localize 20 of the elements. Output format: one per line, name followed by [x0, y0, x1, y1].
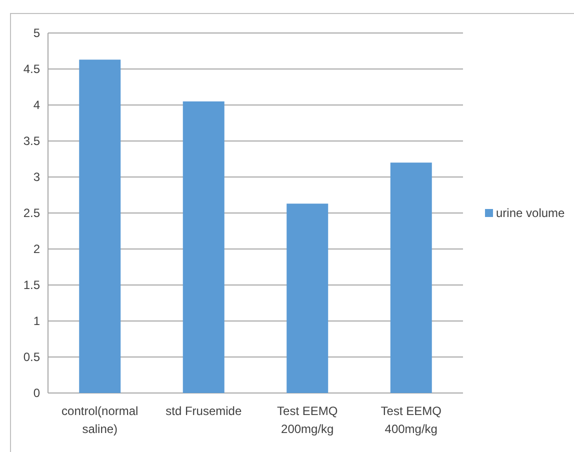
y-tick-label: 0	[33, 386, 40, 400]
y-tick-label: 4.5	[23, 62, 40, 76]
bar	[182, 101, 224, 393]
y-tick-label: 3.5	[23, 134, 40, 148]
bar	[286, 204, 328, 393]
bar	[79, 60, 121, 393]
y-tick-label: 2.5	[23, 206, 40, 220]
x-tick-label: control(normal saline)	[62, 404, 138, 436]
y-tick-label: 2	[33, 242, 40, 256]
y-tick-label: 1	[33, 314, 40, 328]
y-tick-label: 4	[33, 98, 40, 112]
y-tick-label: 0.5	[23, 350, 40, 364]
y-tick-label: 5	[33, 26, 40, 40]
x-tick-label: Test EEMQ 400mg/kg	[380, 404, 442, 436]
y-tick-label: 3	[33, 170, 40, 184]
y-tick-label: 1.5	[23, 278, 40, 292]
legend-label: urine volume	[496, 206, 566, 220]
x-tick-label: Test EEMQ 200mg/kg	[277, 404, 338, 436]
bar	[390, 162, 432, 393]
x-tick-label: std Frusemide	[166, 404, 242, 418]
